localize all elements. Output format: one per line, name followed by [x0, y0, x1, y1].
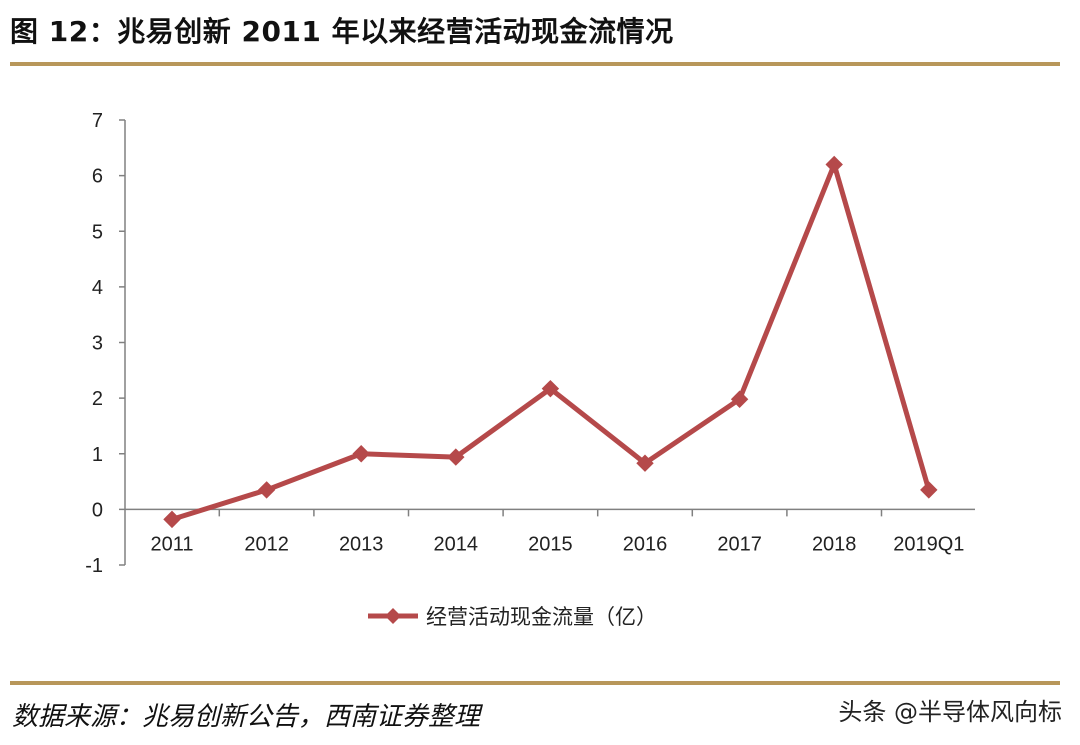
- x-tick-label: 2014: [434, 533, 479, 555]
- legend-label: 经营活动现金流量（亿）: [426, 605, 657, 629]
- x-tick-label: 2019Q1: [893, 533, 964, 555]
- data-point-marker: [541, 379, 560, 398]
- top-divider: [10, 62, 1060, 66]
- y-tick-label: -1: [85, 555, 103, 577]
- source-note: 数据来源：兆易创新公告，西南证券整理: [12, 702, 481, 732]
- data-point-marker: [920, 481, 938, 499]
- chart-axes: [124, 120, 975, 565]
- x-tick-label: 2011: [150, 533, 193, 555]
- legend-marker: [385, 608, 401, 624]
- data-point-marker: [825, 155, 843, 174]
- series-line: [171, 162, 932, 522]
- x-tick-label: 2015: [528, 533, 573, 555]
- bottom-divider: [10, 681, 1060, 685]
- x-tick-label: 2018: [812, 533, 857, 555]
- y-tick-label: 7: [92, 110, 103, 132]
- chart-series: [163, 155, 938, 529]
- watermark-text: 头条 @半导体风向标: [838, 698, 1062, 726]
- data-point-marker: [730, 390, 749, 408]
- y-axis-ticks: -1 0 1 2 3 4 5 6 7: [85, 110, 125, 577]
- y-tick-label: 3: [92, 333, 103, 355]
- x-tick-label: 2016: [623, 533, 668, 555]
- x-tick-label: 2017: [717, 533, 762, 555]
- data-point-marker: [636, 454, 654, 472]
- data-point-marker: [163, 510, 181, 529]
- x-tick-label: 2012: [244, 533, 289, 555]
- figure-title: 图 12：兆易创新 2011 年以来经营活动现金流情况: [10, 15, 674, 48]
- y-tick-label: 1: [92, 444, 103, 466]
- data-point-marker: [352, 445, 370, 463]
- y-tick-label: 6: [92, 166, 103, 188]
- y-tick-label: 2: [92, 388, 103, 410]
- x-axis-ticks: 2011 2012 2013 2014 2015 2016 2017 2018 2019Q1: [150, 509, 964, 555]
- data-point-marker: [447, 448, 465, 466]
- y-tick-label: 4: [92, 277, 103, 299]
- chart-legend: 经营活动现金流量（亿）: [368, 605, 657, 629]
- y-tick-label: 0: [92, 499, 103, 521]
- data-point-marker: [257, 481, 276, 499]
- y-tick-label: 5: [92, 221, 103, 243]
- x-tick-label: 2013: [339, 533, 384, 555]
